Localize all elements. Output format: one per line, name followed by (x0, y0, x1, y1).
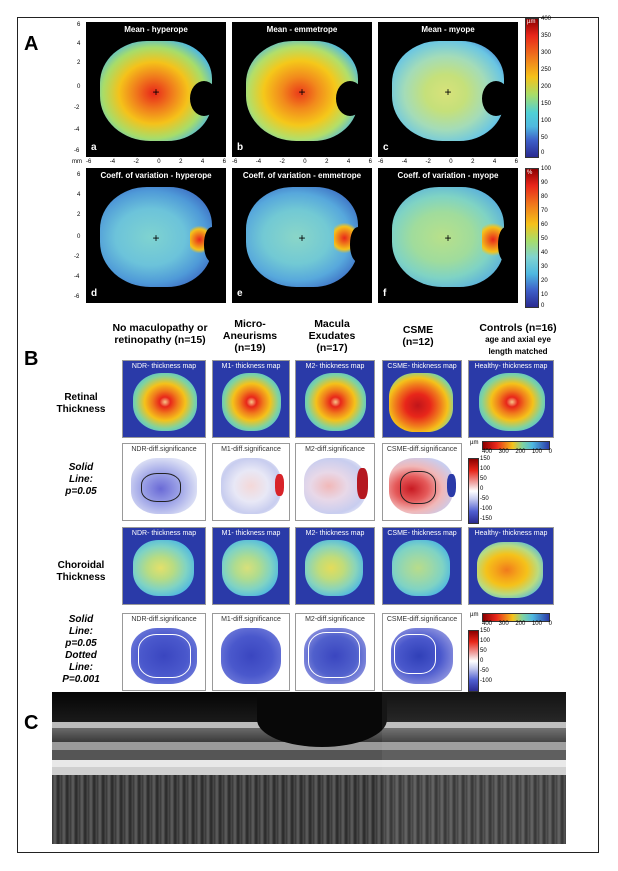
map-cov-myope: Coeff. of variation - myope + f (378, 168, 518, 303)
col-header-csme: CSME (n=12) (402, 324, 434, 348)
choroid-sig-csme: CSME-diff.significance (382, 613, 462, 691)
retinal-sig-m1: M1-diff.significance (212, 443, 290, 521)
panel-a-xaxis-3: -6 -4 -2 0 2 4 6 (378, 159, 518, 165)
cbar-b-htick-1: 400 300 200 100 0 (482, 449, 552, 455)
axis-unit: mm (72, 159, 82, 165)
choroid-map-ndr: NDR- thickness map (122, 527, 206, 605)
map-cov-emmetrope: Coeff. of variation - emmetrope + e (232, 168, 372, 303)
map-mean-hyperope: Mean - hyperope + a (86, 22, 226, 157)
retinal-sig-csme: CSME-diff.significance (382, 443, 462, 521)
panel-b-letter: B (24, 348, 39, 370)
row-label-choroidal: Choroidal Thickness (56, 560, 106, 583)
cbar-b-vertical-1 (468, 458, 479, 524)
map-mean-emmetrope: Mean - emmetrope + b (232, 22, 372, 157)
choroid-map-m1: M1- thickness map (212, 527, 290, 605)
cbar-b-horizontal-1 (482, 441, 550, 450)
choroid-sig-m2: M2-diff.significance (295, 613, 375, 691)
cbar-b-htick-2: 400 300 200 100 0 (482, 621, 552, 627)
colorbar-cov (525, 168, 539, 308)
retinal-map-ndr: NDR- thickness map (122, 360, 206, 438)
col-header-ndr: No maculopathy or retinopathy (n=15) (112, 322, 208, 346)
choroid-map-csme: CSME- thickness map (382, 527, 462, 605)
cbar-b-vertical-2 (468, 630, 479, 692)
panel-a-xaxis-1: -6 -4 -2 0 2 4 6 (86, 159, 226, 165)
cbar-b2-unit: µm (470, 612, 479, 618)
row-label-solid-1: Solid Line: p=0.05 (65, 462, 97, 497)
cbar-b-horizontal-2 (482, 613, 550, 622)
row-label-solid-dotted: Solid Line: p=0.05 Dotted Line: P=0.001 (62, 614, 100, 685)
oct-scan-image (52, 692, 566, 844)
panel-a-xaxis-2: -6 -4 -2 0 2 4 6 (232, 159, 372, 165)
choroid-map-m2: M2- thickness map (295, 527, 375, 605)
retinal-sig-ndr: NDR-diff.significance (122, 443, 206, 521)
cbar-b-unit: µm (470, 440, 479, 446)
panel-a-letter: A (24, 33, 39, 55)
panel-c-letter: C (24, 712, 39, 734)
retinal-sig-m2: M2-diff.significance (295, 443, 375, 521)
row-label-retinal: Retinal Thickness (56, 392, 106, 415)
choroid-map-healthy: Healthy- thickness map (468, 527, 554, 605)
col-header-m1: Micro- Aneurisms (n=19) (222, 318, 278, 354)
colorbar-thickness (525, 18, 539, 158)
retinal-map-m1: M1- thickness map (212, 360, 290, 438)
map-mean-myope: Mean - myope + c (378, 22, 518, 157)
retinal-map-csme: CSME- thickness map (382, 360, 462, 438)
col-header-controls: Controls (n=16) age and axial eye length… (479, 322, 557, 356)
retinal-map-healthy: Healthy- thickness map (468, 360, 554, 438)
retinal-map-m2: M2- thickness map (295, 360, 375, 438)
map-cov-hyperope: Coeff. of variation - hyperope + d (86, 168, 226, 303)
col-header-m2: Macula Exudates (n=17) (308, 318, 356, 354)
figure-frame (17, 17, 599, 853)
choroid-sig-ndr: NDR-diff.significance (122, 613, 206, 691)
choroid-sig-m1: M1-diff.significance (212, 613, 290, 691)
